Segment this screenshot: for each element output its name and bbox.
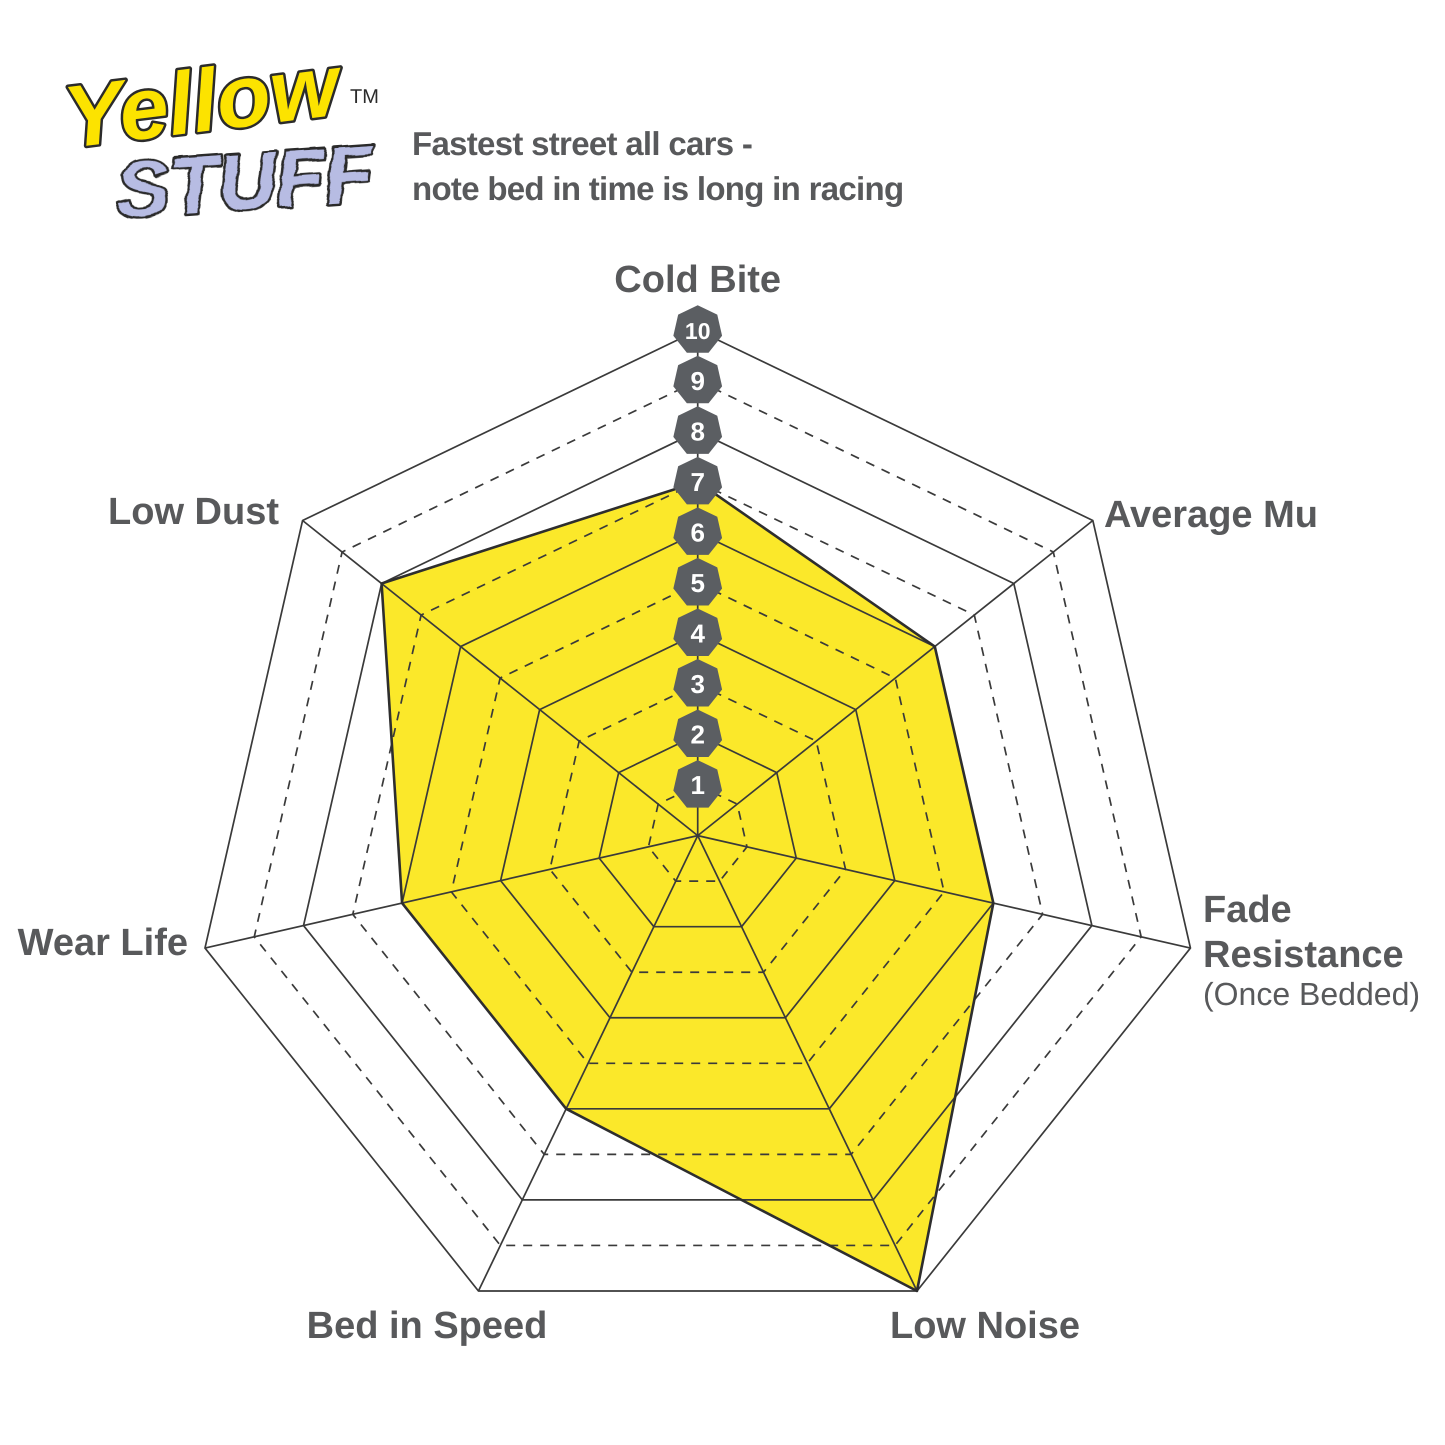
svg-text:Average Mu: Average Mu <box>1104 494 1318 536</box>
svg-text:3: 3 <box>690 669 704 699</box>
svg-text:7: 7 <box>690 467 704 497</box>
svg-text:Low Noise: Low Noise <box>890 1305 1080 1347</box>
svg-text:Fade: Fade <box>1203 889 1292 931</box>
svg-text:Resistance: Resistance <box>1203 934 1404 976</box>
svg-text:Fastest street all cars -: Fastest street all cars - <box>412 125 752 162</box>
svg-text:9: 9 <box>690 366 704 396</box>
svg-text:(Once Bedded): (Once Bedded) <box>1203 976 1420 1012</box>
svg-text:note bed in time is long in ra: note bed in time is long in racing <box>412 170 903 207</box>
svg-text:6: 6 <box>690 517 704 547</box>
svg-text:4: 4 <box>690 618 705 648</box>
svg-text:1: 1 <box>690 770 704 800</box>
svg-text:2: 2 <box>690 720 704 750</box>
svg-text:10: 10 <box>685 318 711 344</box>
svg-text:Wear Life: Wear Life <box>18 922 188 964</box>
svg-text:Cold Bite: Cold Bite <box>614 259 781 301</box>
svg-text:8: 8 <box>690 416 704 446</box>
svg-text:STUFF: STUFF <box>113 128 378 235</box>
svg-text:Bed in Speed: Bed in Speed <box>307 1305 548 1347</box>
svg-text:TM: TM <box>350 86 379 108</box>
svg-text:Low Dust: Low Dust <box>108 491 279 533</box>
svg-text:5: 5 <box>690 568 704 598</box>
